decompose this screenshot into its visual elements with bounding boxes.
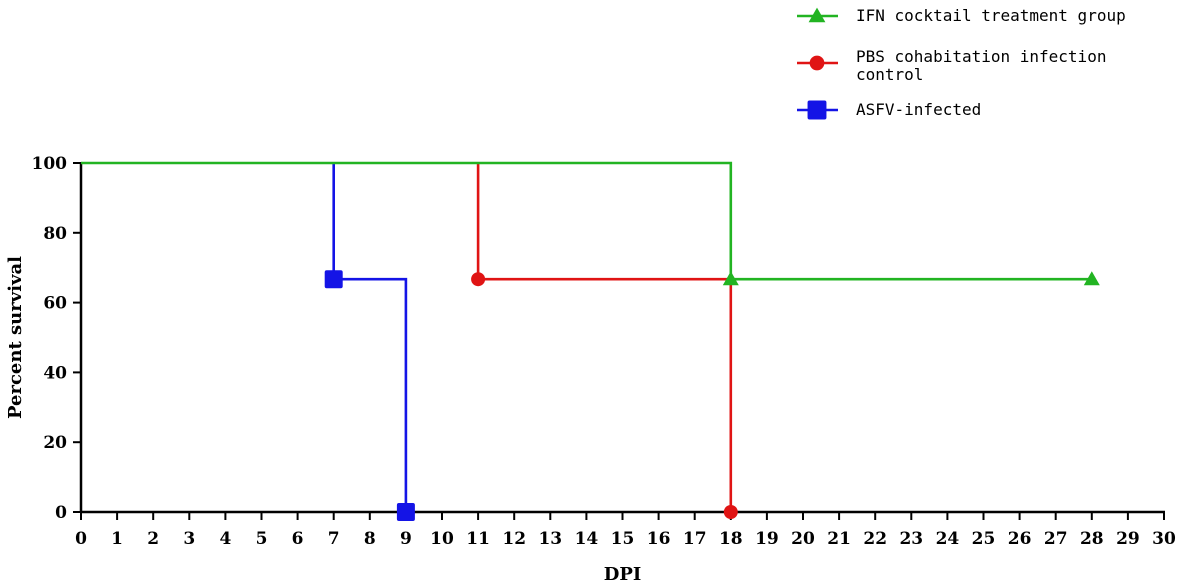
series-group (471, 163, 738, 519)
series-group (324, 163, 415, 521)
y-tick-label: 40 (43, 363, 67, 383)
y-tick-label: 20 (43, 433, 67, 453)
x-tick-label: 20 (791, 529, 815, 549)
data-point-marker (1083, 271, 1100, 286)
x-tick-label: 21 (827, 529, 851, 549)
legend-label: PBS cohabitation infection (856, 47, 1106, 66)
x-tick-label: 24 (936, 529, 960, 549)
y-tick-label: 80 (43, 224, 67, 244)
y-tick-label: 100 (32, 154, 68, 174)
x-axis-title: DPI (604, 564, 642, 585)
legend-entry: IFN cocktail treatment group (797, 6, 1126, 25)
x-tick-label: 8 (364, 529, 376, 549)
x-axis-ticks: 0 1 2 3 4 5 6 7 8 9 10 11 12 13 14 15 16 17 18 19 20 21 22 23 24… (75, 512, 1176, 549)
y-tick-label: 60 (43, 294, 67, 314)
y-tick-label: 0 (55, 503, 67, 523)
x-tick-label: 0 (75, 529, 87, 549)
series (81, 161, 1100, 521)
x-tick-label: 15 (611, 529, 635, 549)
x-tick-label: 26 (1008, 529, 1032, 549)
data-point-marker (471, 272, 486, 287)
x-tick-label: 5 (256, 529, 268, 549)
legend-label: control (856, 65, 923, 84)
x-tick-label: 2 (147, 529, 159, 549)
x-tick-label: 29 (1116, 529, 1140, 549)
x-tick-label: 1 (111, 529, 123, 549)
x-tick-label: 14 (575, 529, 599, 549)
data-point-marker (723, 505, 738, 519)
series-line (476, 163, 733, 512)
x-tick-label: 30 (1152, 529, 1176, 549)
y-axis-title: Percent survival (5, 256, 26, 419)
x-tick-label: 12 (502, 529, 526, 549)
x-tick-label: 17 (683, 529, 707, 549)
legend: IFN cocktail treatment group PBS cohabita… (797, 6, 1126, 120)
x-tick-label: 23 (899, 529, 923, 549)
x-tick-label: 28 (1080, 529, 1104, 549)
y-axis-ticks: 0 20 40 60 80 100 (32, 154, 81, 523)
x-tick-label: 22 (863, 529, 887, 549)
x-tick-label: 3 (183, 529, 195, 549)
series-line (81, 161, 1092, 281)
x-tick-label: 16 (647, 529, 671, 549)
x-tick-label: 9 (400, 529, 412, 549)
axes: 0 1 2 3 4 5 6 7 8 9 10 11 12 13 14 15 16 17 18 19 20 21 22 23 24… (5, 154, 1176, 585)
legend-marker (809, 55, 825, 71)
data-point-marker (722, 271, 739, 286)
legend-label: IFN cocktail treatment group (856, 6, 1126, 25)
data-point-marker (396, 503, 415, 521)
x-tick-label: 10 (430, 529, 454, 549)
series-line (332, 163, 408, 512)
x-tick-label: 13 (538, 529, 562, 549)
legend-label: ASFV-infected (856, 100, 981, 119)
x-tick-label: 18 (719, 529, 743, 549)
x-tick-label: 6 (292, 529, 304, 549)
data-point-marker (324, 270, 343, 289)
x-tick-label: 11 (466, 529, 490, 549)
legend-marker (807, 100, 827, 120)
x-tick-label: 19 (755, 529, 779, 549)
series-group (81, 161, 1100, 286)
legend-marker (808, 7, 826, 23)
x-tick-label: 27 (1044, 529, 1068, 549)
x-tick-label: 4 (219, 529, 231, 549)
x-tick-label: 25 (972, 529, 996, 549)
legend-entry: ASFV-infected (797, 100, 981, 120)
x-tick-label: 7 (328, 529, 340, 549)
